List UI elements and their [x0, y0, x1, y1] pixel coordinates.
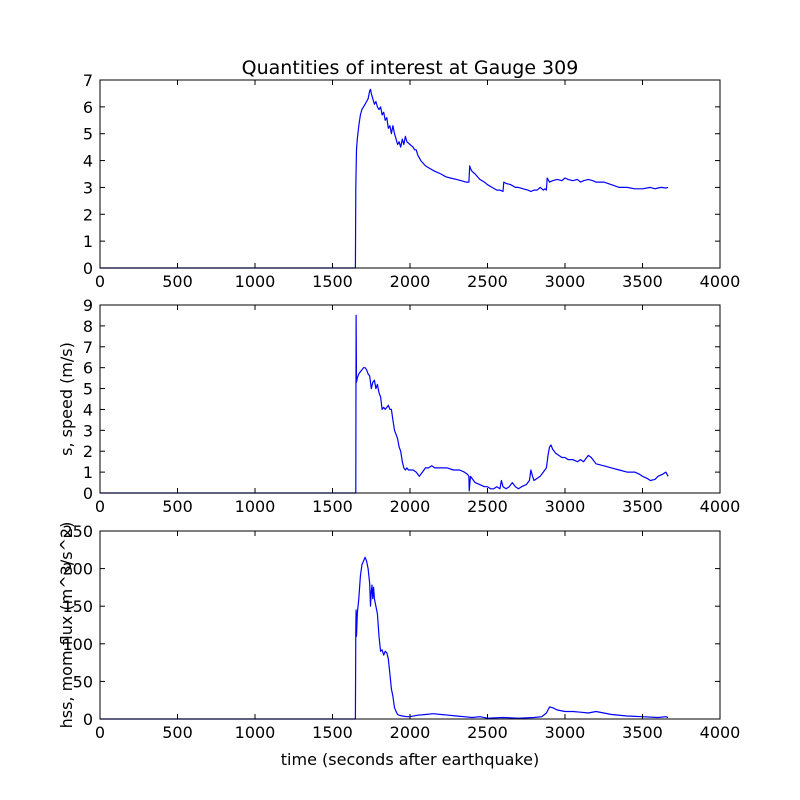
x-tick-label: 2500 [467, 272, 508, 291]
y-tick-label: 4 [83, 152, 93, 171]
x-tick-label: 3000 [545, 272, 586, 291]
charts-layer: 0 500 1000 1500 2000 2500 3000 3500 400001234567… [57, 71, 740, 769]
y-tick-label: 7 [83, 71, 93, 90]
y-tick-label: 250 [62, 522, 93, 541]
y-axis-label: hss, mom flux (m^3/s^2) [57, 522, 76, 729]
y-tick-label: 7 [83, 338, 93, 357]
x-axis-label: time (seconds after earthquake) [281, 750, 539, 769]
x-tick-label: 500 [162, 497, 193, 516]
x-tick-label: 1000 [235, 723, 276, 742]
y-tick-label: 6 [83, 359, 93, 378]
y-tick-label: 3 [83, 421, 93, 440]
y-axis-label: s, speed (m/s) [57, 342, 76, 456]
subplot-3: 0 500 1000 1500 2000 2500 3000 3500 4000 0 50 100 15… [57, 522, 740, 769]
x-tick-label: 2500 [467, 723, 508, 742]
subplot-1: 0 500 1000 1500 2000 2500 3000 3500 4000 0 1 2 3 4 5 6 7 [83, 71, 741, 291]
x-tick-label: 2000 [390, 497, 431, 516]
y-tick-label: 0 [83, 484, 93, 503]
y-tick-label: 1 [83, 463, 93, 482]
y-tick-label: 8 [83, 317, 93, 336]
x-tick-label: 0 [95, 272, 105, 291]
y-tick-label: 2 [83, 205, 93, 224]
x-tick-label: 4000 [700, 497, 741, 516]
x-tick-label: 1500 [312, 723, 353, 742]
x-tick-label: 2000 [390, 272, 431, 291]
subplot-2: 0 500 1000 1500 2000 2500 3000 3500 400001234567… [57, 296, 740, 516]
y-tick-label: 0 [83, 710, 93, 729]
x-tick-label: 2000 [390, 723, 431, 742]
series-line-3-1 [100, 556, 669, 720]
x-tick-label: 3500 [622, 272, 663, 291]
y-tick-label: 2 [83, 442, 93, 461]
y-tick-label: 6 [83, 98, 93, 117]
y-tick-label: 150 [62, 597, 93, 616]
x-tick-label: 0 [95, 723, 105, 742]
y-tick-label: 9 [83, 296, 93, 315]
y-tick-label: 1 [83, 232, 93, 251]
y-tick-label: 5 [83, 380, 93, 399]
x-tick-label: 500 [162, 272, 193, 291]
x-tick-label: 1500 [312, 497, 353, 516]
x-tick-label: 3000 [545, 497, 586, 516]
x-tick-label: 1000 [235, 272, 276, 291]
x-tick-label: 2500 [467, 497, 508, 516]
y-tick-label: 5 [83, 125, 93, 144]
x-tick-label: 3500 [622, 497, 663, 516]
y-tick-label: 200 [62, 560, 93, 579]
chart-title: Quantities of interest at Gauge 309 [242, 57, 579, 79]
series-line-1-1 [100, 88, 669, 269]
x-tick-label: 3500 [622, 723, 663, 742]
y-tick-label: 4 [83, 400, 93, 419]
x-tick-label: 1500 [312, 272, 353, 291]
x-tick-label: 1000 [235, 497, 276, 516]
y-tick-label: 3 [83, 178, 93, 197]
x-tick-label: 4000 [700, 272, 741, 291]
x-tick-label: 500 [162, 723, 193, 742]
x-tick-label: 4000 [700, 723, 741, 742]
y-tick-label: 100 [62, 635, 93, 654]
y-tick-label: 0 [83, 259, 93, 278]
x-tick-label: 3000 [545, 723, 586, 742]
x-tick-label: 0 [95, 497, 105, 516]
series-line-2-1 [100, 314, 669, 494]
y-tick-label: 50 [73, 672, 93, 691]
